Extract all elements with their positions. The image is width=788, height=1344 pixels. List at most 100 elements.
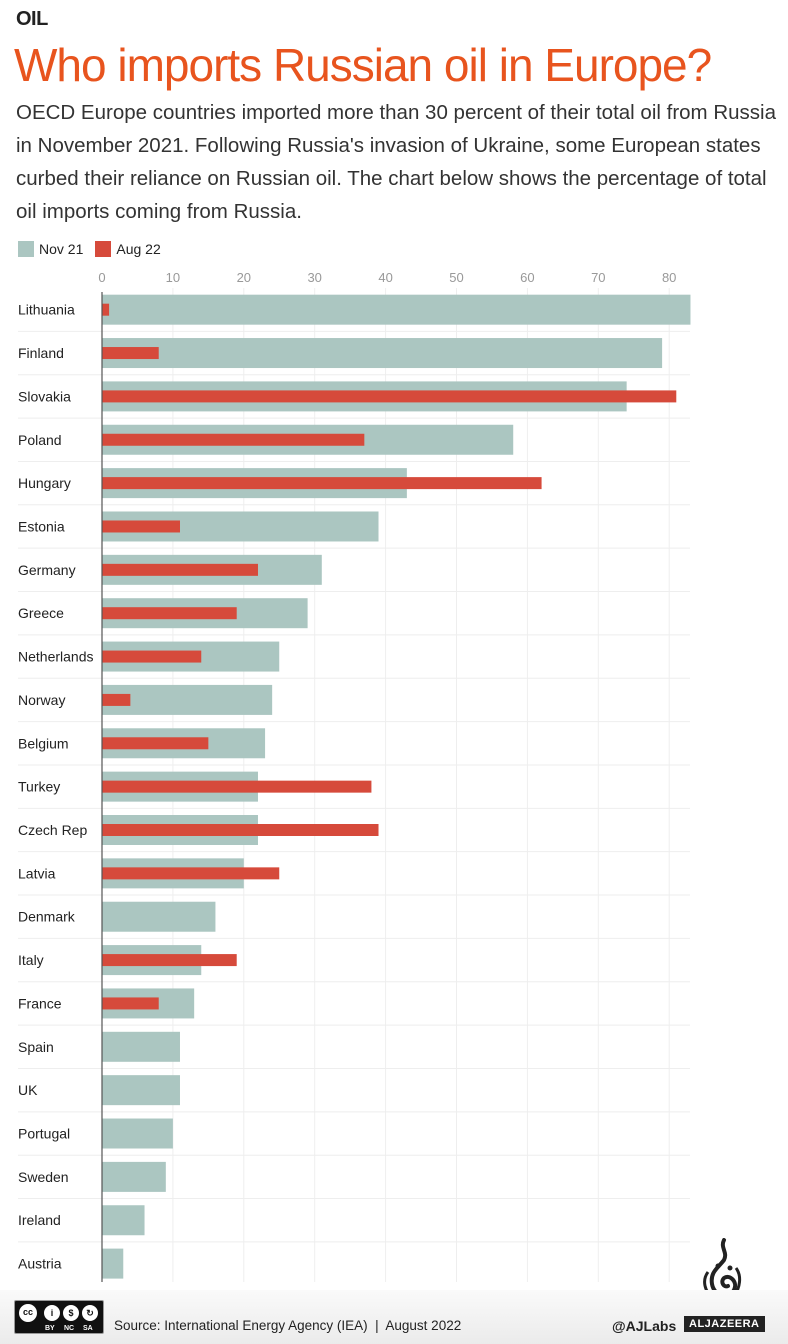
- license-label-by: BY: [45, 1325, 55, 1332]
- category-label: France: [18, 995, 62, 1011]
- chart-row: Greece: [18, 598, 308, 629]
- category-label: Turkey: [18, 779, 60, 795]
- chart-row: Estonia: [18, 511, 379, 542]
- category-label: Denmark: [18, 909, 76, 925]
- bar-aug22: [102, 607, 237, 620]
- category-label: Spain: [18, 1039, 54, 1055]
- category-label: Poland: [18, 432, 62, 448]
- bar-aug22: [102, 650, 202, 663]
- bar-aug22: [102, 433, 365, 446]
- chart-row: Czech Rep: [18, 815, 379, 845]
- chart-row: Belgium: [18, 728, 266, 759]
- x-tick-labels: 0 10 20 30 40 50 60 70 80: [98, 270, 676, 285]
- bar-aug22: [102, 867, 280, 880]
- category-label: Hungary: [18, 475, 71, 491]
- legend: Nov 21 Aug 22: [18, 241, 173, 257]
- chart-row: Austria: [18, 1248, 124, 1279]
- chart-row: Spain: [18, 1031, 180, 1062]
- category-label: Germany: [18, 562, 76, 578]
- chart-rows: Lithuania Finland Slovakia Poland Hungary Est…: [18, 294, 691, 1279]
- x-tick-label: 10: [166, 270, 180, 285]
- bar-nov21: [102, 338, 663, 369]
- category-label: Austria: [18, 1256, 62, 1272]
- chart-row: France: [18, 988, 195, 1019]
- category-label: Norway: [18, 692, 65, 708]
- bar-aug22: [102, 347, 159, 360]
- footer: cc i $ ↻ BY NC SA Source: International …: [0, 1290, 788, 1344]
- category-label: Italy: [18, 952, 44, 968]
- category-label: UK: [18, 1082, 38, 1098]
- bar-aug22: [102, 824, 379, 836]
- bar-nov21: [102, 294, 691, 325]
- category-label: Netherlands: [18, 649, 94, 665]
- chart-row: Poland: [18, 424, 514, 455]
- chart-row: UK: [18, 1075, 180, 1106]
- x-tick-label: 70: [591, 270, 605, 285]
- bar-aug22: [102, 997, 159, 1010]
- bar-nov21: [102, 1075, 180, 1106]
- x-tick-label: 40: [378, 270, 392, 285]
- category-label: Sweden: [18, 1169, 69, 1185]
- x-tick-label: 30: [307, 270, 321, 285]
- category-label: Latvia: [18, 865, 56, 881]
- bar-nov21: [102, 1031, 180, 1062]
- category-label: Lithuania: [18, 302, 75, 318]
- category-label: Greece: [18, 605, 64, 621]
- x-tick-label: 50: [449, 270, 463, 285]
- chart-row: Latvia: [18, 858, 280, 889]
- legend-item-aug22: Aug 22: [95, 241, 161, 257]
- bar-aug22: [102, 737, 209, 750]
- chart-subtitle: OECD Europe countries imported more than…: [16, 101, 776, 223]
- chart-row: Norway: [18, 684, 273, 715]
- bar-nov21: [102, 901, 216, 932]
- bar-aug22: [102, 303, 110, 316]
- ajlabs-handle[interactable]: @AJLabs: [612, 1318, 677, 1334]
- chart-row: Netherlands: [18, 641, 280, 672]
- x-tick-label: 0: [98, 270, 105, 285]
- category-label: Finland: [18, 345, 64, 361]
- bar-aug22: [102, 520, 180, 533]
- legend-swatch-nov21: [18, 241, 34, 257]
- x-tick-label: 20: [237, 270, 251, 285]
- source-credit: Source: International Energy Agency (IEA…: [114, 1318, 462, 1333]
- chart-row: Italy: [18, 945, 237, 976]
- bar-nov21: [102, 1161, 166, 1192]
- bar-aug22: [102, 954, 237, 967]
- category-label: Czech Rep: [18, 822, 87, 838]
- bar-nov21: [102, 1205, 145, 1236]
- category-label: Estonia: [18, 518, 65, 534]
- chart-row: Lithuania: [18, 294, 691, 325]
- category-label: Belgium: [18, 735, 69, 751]
- chart-row: Sweden: [18, 1161, 166, 1192]
- bar-aug22: [102, 693, 131, 706]
- chart-row: Portugal: [18, 1118, 173, 1149]
- attribution-icon: i: [42, 1303, 62, 1323]
- sharealike-icon: ↻: [80, 1303, 100, 1323]
- bar-aug22: [102, 780, 372, 793]
- bar-chart: 0 10 20 30 40 50 60 70 80 Lithuania Finland Slovak…: [18, 270, 691, 1282]
- cc-icon: cc: [17, 1302, 39, 1324]
- chart-row: Germany: [18, 554, 322, 585]
- chart-row: Slovakia: [18, 381, 677, 412]
- bar-nov21: [102, 1248, 124, 1279]
- x-tick-label: 80: [662, 270, 676, 285]
- category-label: Slovakia: [18, 388, 71, 404]
- legend-label-aug22: Aug 22: [116, 241, 161, 257]
- chart-row: Hungary: [18, 468, 542, 499]
- bar-nov21: [102, 1118, 173, 1149]
- category-label: Portugal: [18, 1126, 70, 1142]
- grid-lines: [18, 288, 690, 1282]
- x-tick-label: 60: [520, 270, 534, 285]
- legend-label-nov21: Nov 21: [39, 241, 84, 257]
- bar-aug22: [102, 563, 258, 576]
- license-label-sa: SA: [83, 1325, 93, 1332]
- section-kicker: OIL: [16, 8, 48, 30]
- bar-aug22: [102, 477, 542, 490]
- aljazeera-wordmark: ALJAZEERA: [684, 1316, 765, 1332]
- creative-commons-license-icon[interactable]: cc i $ ↻ BY NC SA: [14, 1300, 104, 1334]
- chart-row: Denmark: [18, 901, 216, 932]
- legend-item-nov21: Nov 21: [18, 241, 83, 257]
- legend-swatch-aug22: [95, 241, 112, 257]
- chart-title: Who imports Russian oil in Europe?: [14, 39, 712, 91]
- bar-aug22: [102, 390, 677, 403]
